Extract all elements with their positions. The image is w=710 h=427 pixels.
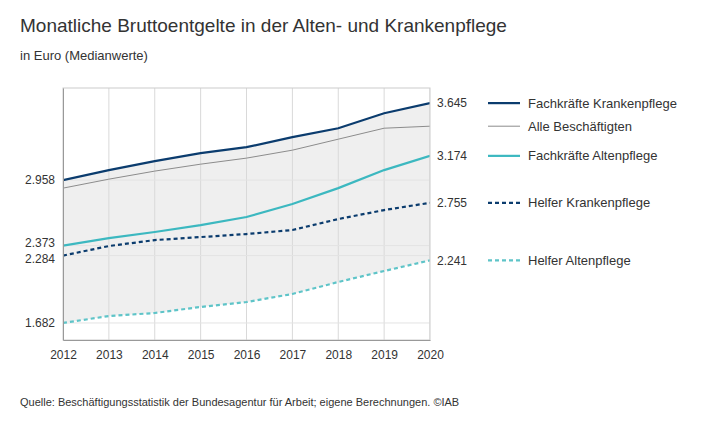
data-label: 2.241 xyxy=(437,254,467,268)
x-tick: 2012 xyxy=(50,340,77,362)
y-tick-label: 1.682 xyxy=(25,316,55,330)
y-tick-label: 2.958 xyxy=(25,173,55,187)
title: Monatliche Bruttoentgelte in der Alten- … xyxy=(20,15,507,36)
y-tick: 2.958 xyxy=(25,173,63,187)
legend: Fachkräfte Krankenpflege Alle Beschäftigt… xyxy=(488,96,677,268)
x-tick-label: 2013 xyxy=(96,348,123,362)
y-tick: 1.682 xyxy=(25,316,63,330)
grid-line-x xyxy=(63,88,64,340)
x-tick: 2020 xyxy=(417,340,444,362)
x-tick-label: 2020 xyxy=(417,348,444,362)
grid-line-y xyxy=(63,255,430,256)
legend-label: Fachkräfte Altenpflege xyxy=(528,148,657,163)
x-tick-label: 2016 xyxy=(234,348,261,362)
x-tick: 2016 xyxy=(234,340,261,362)
x-tick: 2017 xyxy=(280,340,307,362)
data-label: 3.174 xyxy=(437,149,467,163)
legend-item: Helfer Altenpflege xyxy=(488,253,631,268)
legend-swatch xyxy=(488,259,520,261)
legend-swatch xyxy=(488,126,520,127)
grid-line-y xyxy=(63,322,430,323)
legend-label: Helfer Altenpflege xyxy=(528,253,631,268)
y-tick: 2.373 xyxy=(25,236,63,250)
grid-line-x xyxy=(338,88,339,340)
grid-line-x xyxy=(154,88,155,340)
series-line xyxy=(63,203,430,256)
series-line xyxy=(63,103,430,180)
legend-label: Helfer Krankenpflege xyxy=(528,195,650,210)
data-label: 3.645 xyxy=(437,96,467,110)
x-tick: 2019 xyxy=(371,340,398,362)
x-tick: 2018 xyxy=(325,340,352,362)
y-axis-line xyxy=(63,89,64,341)
data-labels: 3.645 3.174 2.755 2.241 xyxy=(437,96,467,267)
legend-label: Fachkräfte Krankenpflege xyxy=(528,96,677,111)
x-axis-line xyxy=(64,340,431,341)
grid-line-x xyxy=(384,88,385,340)
x-tick-label: 2014 xyxy=(142,348,169,362)
y-tick-label: 2.373 xyxy=(25,236,55,250)
y-tick: 2.284 xyxy=(25,252,63,266)
grid-line-x xyxy=(292,88,293,340)
legend-item: Fachkräfte Altenpflege xyxy=(488,148,657,163)
legend-item: Alle Beschäftigten xyxy=(488,119,632,134)
x-tick: 2015 xyxy=(188,340,215,362)
subtitle: in Euro (Medianwerte) xyxy=(20,48,148,63)
series-line xyxy=(63,156,430,246)
x-axis: 2012 2013 2014 2015 2016 2017 2018 2019 2020 xyxy=(50,340,444,362)
x-tick: 2013 xyxy=(96,340,123,362)
legend-swatch xyxy=(488,102,520,104)
x-tick-label: 2019 xyxy=(371,348,398,362)
chart: Monatliche Bruttoentgelte in der Alten- … xyxy=(0,0,710,427)
data-label: 2.755 xyxy=(437,196,467,210)
legend-label: Alle Beschäftigten xyxy=(528,119,632,134)
x-tick-label: 2015 xyxy=(188,348,215,362)
legend-item: Fachkräfte Krankenpflege xyxy=(488,96,677,111)
legend-item: Helfer Krankenpflege xyxy=(488,195,650,210)
plot-area xyxy=(63,88,430,340)
source: Quelle: Beschäftigungsstatistik der Bund… xyxy=(20,396,459,408)
x-tick-label: 2018 xyxy=(325,348,352,362)
series-line xyxy=(63,260,430,323)
grid-line-x xyxy=(200,88,201,340)
plot-frame xyxy=(63,88,430,340)
legend-swatch xyxy=(488,155,520,157)
x-tick-label: 2017 xyxy=(280,348,307,362)
series-line xyxy=(63,126,430,188)
grid-line-y xyxy=(63,180,430,181)
grid-line-x xyxy=(108,88,109,340)
x-tick: 2014 xyxy=(142,340,169,362)
y-tick-label: 2.284 xyxy=(25,252,55,266)
grid xyxy=(63,88,430,340)
legend-swatch xyxy=(488,202,520,204)
x-tick-label: 2012 xyxy=(50,348,77,362)
y-axis: 1.682 2.284 2.373 2.958 xyxy=(25,89,64,341)
